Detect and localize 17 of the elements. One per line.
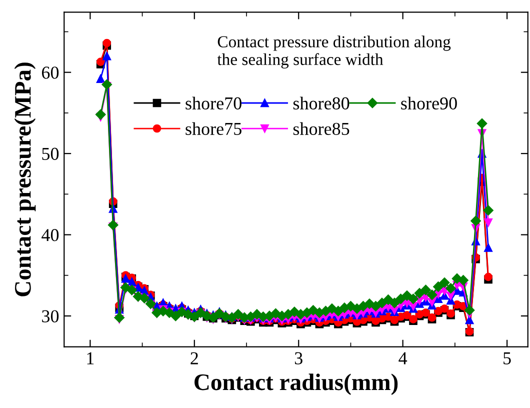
y-tick-label: 50 — [42, 148, 59, 160]
x-tick-label: 1 — [87, 352, 94, 364]
legend-label: shore85 — [293, 122, 350, 136]
x-tick-label: 5 — [504, 352, 511, 364]
legend-label: shore70 — [186, 96, 242, 110]
x-axis-title: Contact radius(mm) — [194, 374, 398, 396]
legend-label: shore90 — [401, 96, 457, 110]
y-axis-title: Contact pressure(MPa) — [14, 62, 36, 296]
x-tick-label: 4 — [398, 352, 408, 364]
legend-label: shore80 — [293, 96, 350, 110]
legend-label: shore75 — [186, 122, 242, 136]
y-tick-label: 60 — [42, 66, 59, 79]
x-tick-label: 3 — [294, 352, 302, 364]
y-tick-label: 40 — [42, 228, 59, 242]
annotation: Contact pressure distribution along the sealing surface width — [217, 36, 451, 68]
x-tick-label: 2 — [190, 352, 198, 364]
y-tick-label: 30 — [42, 310, 59, 322]
